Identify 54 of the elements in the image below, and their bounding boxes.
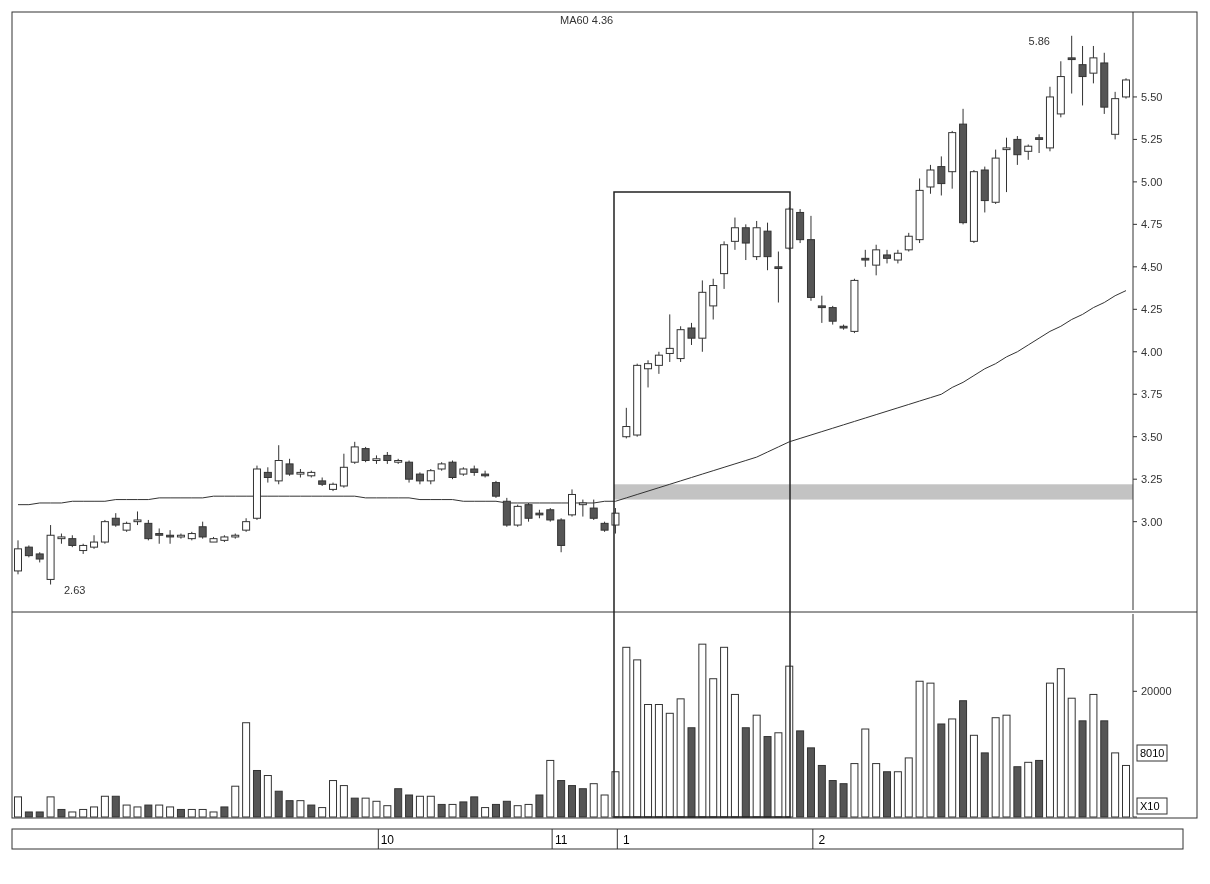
candlestick [817, 295, 826, 324]
candlestick [339, 453, 348, 489]
y-tick-label: 4.00 [1141, 345, 1163, 358]
text: 8010 [1140, 747, 1165, 759]
candlestick [90, 534, 99, 550]
candlestick [1035, 133, 1044, 154]
candlestick [665, 313, 674, 363]
y-tick-label: 4.25 [1141, 303, 1163, 316]
y-tick-label: 5.00 [1141, 175, 1163, 188]
y-tick-label: 3.25 [1141, 473, 1163, 486]
text: MA60 4.36 [560, 14, 614, 26]
candlestick [687, 322, 696, 346]
x-tick-label: 11 [554, 833, 568, 847]
candlestick [274, 444, 283, 485]
candlestick [405, 460, 414, 484]
candlestick [904, 232, 913, 253]
candlestick [872, 244, 881, 276]
candlestick [14, 539, 22, 575]
annotation: 5.86 [1028, 35, 1050, 47]
candlestick [144, 519, 153, 541]
text: X10 [1140, 800, 1160, 812]
candlestick [709, 278, 718, 320]
candlestick [741, 223, 750, 261]
candlestick [1122, 77, 1130, 100]
x-tick-label: 2 [818, 833, 826, 847]
candlestick [1089, 45, 1098, 84]
candlestick [883, 249, 892, 264]
y-tick-label: 5.25 [1141, 133, 1163, 146]
candlestick [166, 529, 175, 545]
candlestick [350, 441, 359, 465]
candlestick [1013, 135, 1022, 166]
y-tick-label: 3.50 [1141, 430, 1163, 443]
y-tick-label: 20000 [1141, 685, 1172, 698]
candlestick [828, 305, 837, 326]
y-tick-label: 5.50 [1141, 90, 1163, 103]
y-tick-label: 4.75 [1141, 218, 1163, 231]
candlestick [654, 351, 663, 375]
candlestick [937, 155, 946, 196]
y-tick-label: 3.75 [1141, 388, 1163, 401]
candlestick [1078, 45, 1087, 106]
candlestick [1067, 35, 1076, 95]
candlestick [100, 519, 109, 545]
x-tick-label: 1 [622, 833, 630, 847]
candlestick [774, 251, 783, 304]
candlestick [644, 359, 653, 388]
candlestick [448, 460, 457, 480]
candlestick [622, 407, 631, 439]
candlestick [926, 164, 935, 195]
x-tick-label: 10 [380, 833, 395, 847]
annotation: 2.63 [64, 584, 86, 596]
y-tick-label: 4.50 [1141, 260, 1163, 273]
y-tick-label: 3.00 [1141, 515, 1163, 528]
candlestick [1002, 137, 1011, 193]
candlestick [730, 217, 739, 251]
